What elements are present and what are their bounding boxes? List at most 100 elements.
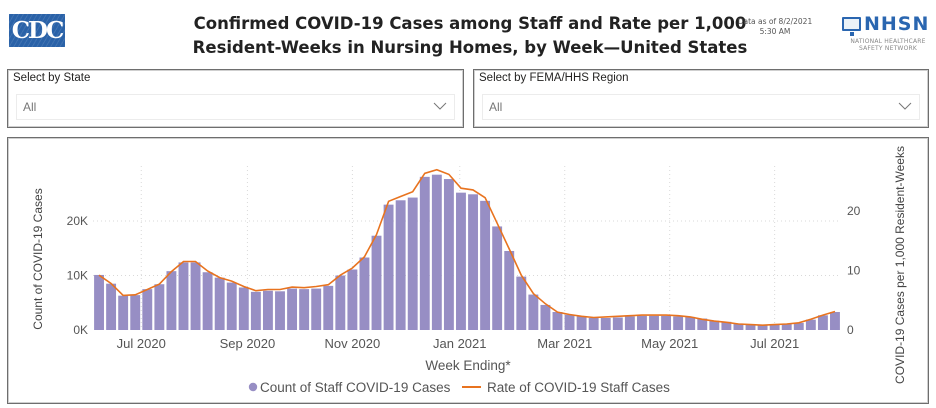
region-slicer-label: Select by FEMA/HHS Region xyxy=(479,72,629,84)
cdc-logo: CDC xyxy=(9,14,65,47)
region-dropdown-value: All xyxy=(489,100,503,114)
monitor-icon xyxy=(842,17,861,36)
bar xyxy=(480,200,491,330)
x-axis-label: Week Ending* xyxy=(425,358,511,373)
bar xyxy=(154,284,165,330)
bar xyxy=(456,192,466,330)
nhsn-subtitle: NATIONAL HEALTHCARE SAFETY NETWORK xyxy=(842,38,934,52)
bar xyxy=(299,289,310,330)
bar xyxy=(805,319,816,330)
y2-tick-label: 20 xyxy=(847,204,861,218)
data-as-of-time: 5:30 AM xyxy=(759,27,791,36)
bar xyxy=(528,294,539,330)
bar xyxy=(649,315,659,330)
y2-axis-ticks: 0 10 20 xyxy=(847,204,861,337)
bar xyxy=(697,318,708,330)
region-slicer: Select by FEMA/HHS Region All xyxy=(473,69,929,128)
state-slicer: Select by State All xyxy=(7,69,464,128)
chevron-down-icon[interactable] xyxy=(898,99,912,113)
bar xyxy=(226,282,237,330)
bar xyxy=(673,316,684,330)
bar xyxy=(238,287,249,330)
bar xyxy=(371,235,382,330)
bar xyxy=(576,316,587,330)
bar xyxy=(118,295,129,330)
x-tick-label: Mar 2021 xyxy=(537,336,592,351)
bar xyxy=(323,285,334,330)
bar xyxy=(395,200,406,330)
bar xyxy=(540,304,551,330)
page-title: Confirmed COVID-19 Cases among Staff and… xyxy=(150,12,790,60)
bar xyxy=(721,321,732,330)
y-tick-label: 0K xyxy=(73,323,88,337)
bar-series xyxy=(94,174,840,330)
x-tick-label: Jan 2021 xyxy=(433,336,487,351)
bar xyxy=(443,179,454,330)
bar xyxy=(431,174,442,330)
bar xyxy=(830,312,840,330)
y-axis-ticks: 0K 10K 20K xyxy=(67,214,88,337)
bar xyxy=(745,324,756,330)
bar xyxy=(733,323,744,330)
bar xyxy=(600,318,611,330)
x-tick-label: Sep 2020 xyxy=(220,336,276,351)
nhsn-subtitle-line-1: NATIONAL HEALTHCARE xyxy=(850,38,926,45)
data-as-of-date: Data as of 8/2/2021 xyxy=(737,17,813,26)
state-slicer-label: Select by State xyxy=(13,72,91,84)
x-axis-ticks: Jul 2020 Sep 2020 Nov 2020 Jan 2021 Mar 2021… xyxy=(117,336,800,351)
bar xyxy=(142,289,153,330)
bar xyxy=(287,288,298,330)
state-dropdown[interactable]: All xyxy=(16,94,455,120)
bar xyxy=(262,290,273,330)
bar xyxy=(781,324,792,330)
bar xyxy=(564,314,575,330)
nhsn-logo: NHSN NATIONAL HEALTHCARE SAFETY NETWORK xyxy=(842,13,934,55)
bar xyxy=(419,176,430,330)
y-tick-label: 10K xyxy=(67,269,88,283)
bar xyxy=(166,271,177,330)
bar xyxy=(359,257,370,330)
bar xyxy=(202,272,213,330)
y-axis-label: Count of COVID-19 Cases xyxy=(31,188,45,329)
data-as-of: Data as of 8/2/2021 5:30 AM xyxy=(735,17,815,37)
bar xyxy=(552,312,563,330)
bar xyxy=(275,291,285,330)
chevron-down-icon[interactable] xyxy=(433,99,447,113)
bar xyxy=(468,194,478,330)
legend-line-label: Rate of COVID-19 Staff Cases xyxy=(487,380,670,395)
y2-tick-label: 10 xyxy=(847,263,861,277)
bar xyxy=(504,250,515,330)
bar xyxy=(685,316,696,330)
bar xyxy=(383,204,394,330)
chart-frame xyxy=(7,137,929,404)
bar xyxy=(178,262,189,330)
bar xyxy=(817,315,828,330)
bar xyxy=(661,315,672,330)
rate-line xyxy=(98,168,836,327)
legend: Count of Staff COVID-19 Cases Rate of CO… xyxy=(248,380,670,395)
nhsn-subtitle-line-2: SAFETY NETWORK xyxy=(858,45,917,52)
bar xyxy=(130,295,141,330)
bar xyxy=(636,315,647,330)
nhsn-logo-text: NHSN xyxy=(864,13,930,35)
bar xyxy=(793,322,804,330)
bar xyxy=(757,324,768,330)
x-tick-label: Jul 2020 xyxy=(117,336,166,351)
bar xyxy=(311,288,322,330)
x-tick-label: Nov 2020 xyxy=(325,336,381,351)
y-tick-label: 20K xyxy=(67,214,88,228)
title-line-2: Resident-Weeks in Nursing Homes, by Week… xyxy=(192,38,748,57)
region-dropdown[interactable]: All xyxy=(482,94,920,120)
state-dropdown-value: All xyxy=(23,100,37,114)
bar xyxy=(407,197,418,330)
bar xyxy=(624,316,635,330)
bar xyxy=(769,324,780,330)
bar xyxy=(214,277,225,330)
bar xyxy=(709,320,720,330)
bar xyxy=(250,291,261,330)
bar xyxy=(94,274,104,330)
y2-tick-label: 0 xyxy=(847,323,854,337)
x-tick-label: May 2021 xyxy=(641,336,698,351)
y2-axis-label: COVID-19 Cases per 1,000 Resident-Weeks xyxy=(893,146,907,384)
